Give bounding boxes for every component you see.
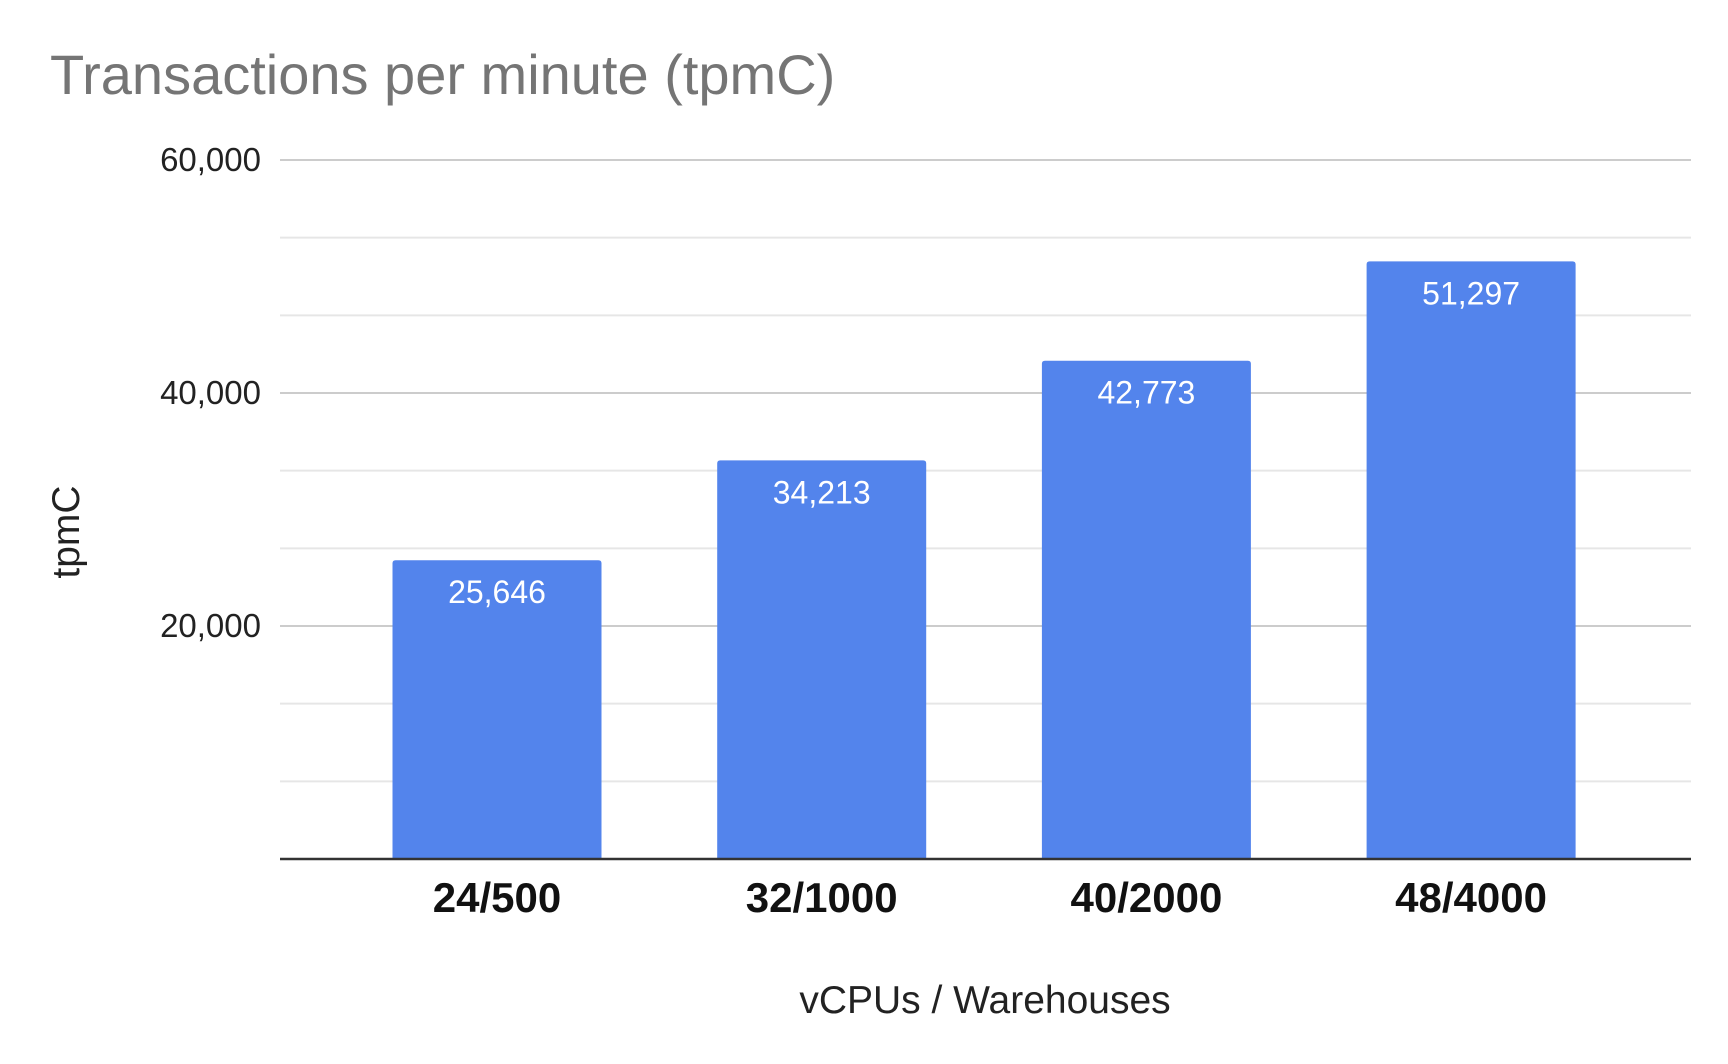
- y-tick-label: 20,000: [160, 607, 261, 644]
- x-tick-label: 32/1000: [746, 874, 898, 921]
- x-tick-label: 40/2000: [1070, 874, 1222, 921]
- bar: [1041, 360, 1251, 859]
- bar: [717, 460, 927, 859]
- x-axis-title: vCPUs / Warehouses: [799, 979, 1170, 1022]
- chart-title: Transactions per minute (tpmC): [50, 43, 836, 106]
- data-label: 34,213: [773, 474, 871, 510]
- data-label: 42,773: [1097, 375, 1195, 411]
- data-label: 51,297: [1422, 275, 1520, 311]
- x-tick-label: 48/4000: [1395, 874, 1547, 921]
- x-tick-label: 24/500: [433, 874, 561, 921]
- y-tick-label: 60,000: [160, 141, 261, 178]
- bar: [392, 560, 602, 859]
- y-axis-title: tpmC: [45, 485, 88, 578]
- labels: 20,000 40,000 60,000 25,646 24/500 34,213 32/1…: [160, 141, 1547, 921]
- bar: [1366, 261, 1576, 859]
- bars: [280, 261, 1691, 861]
- y-tick-label: 40,000: [160, 374, 261, 411]
- data-label: 25,646: [448, 574, 546, 610]
